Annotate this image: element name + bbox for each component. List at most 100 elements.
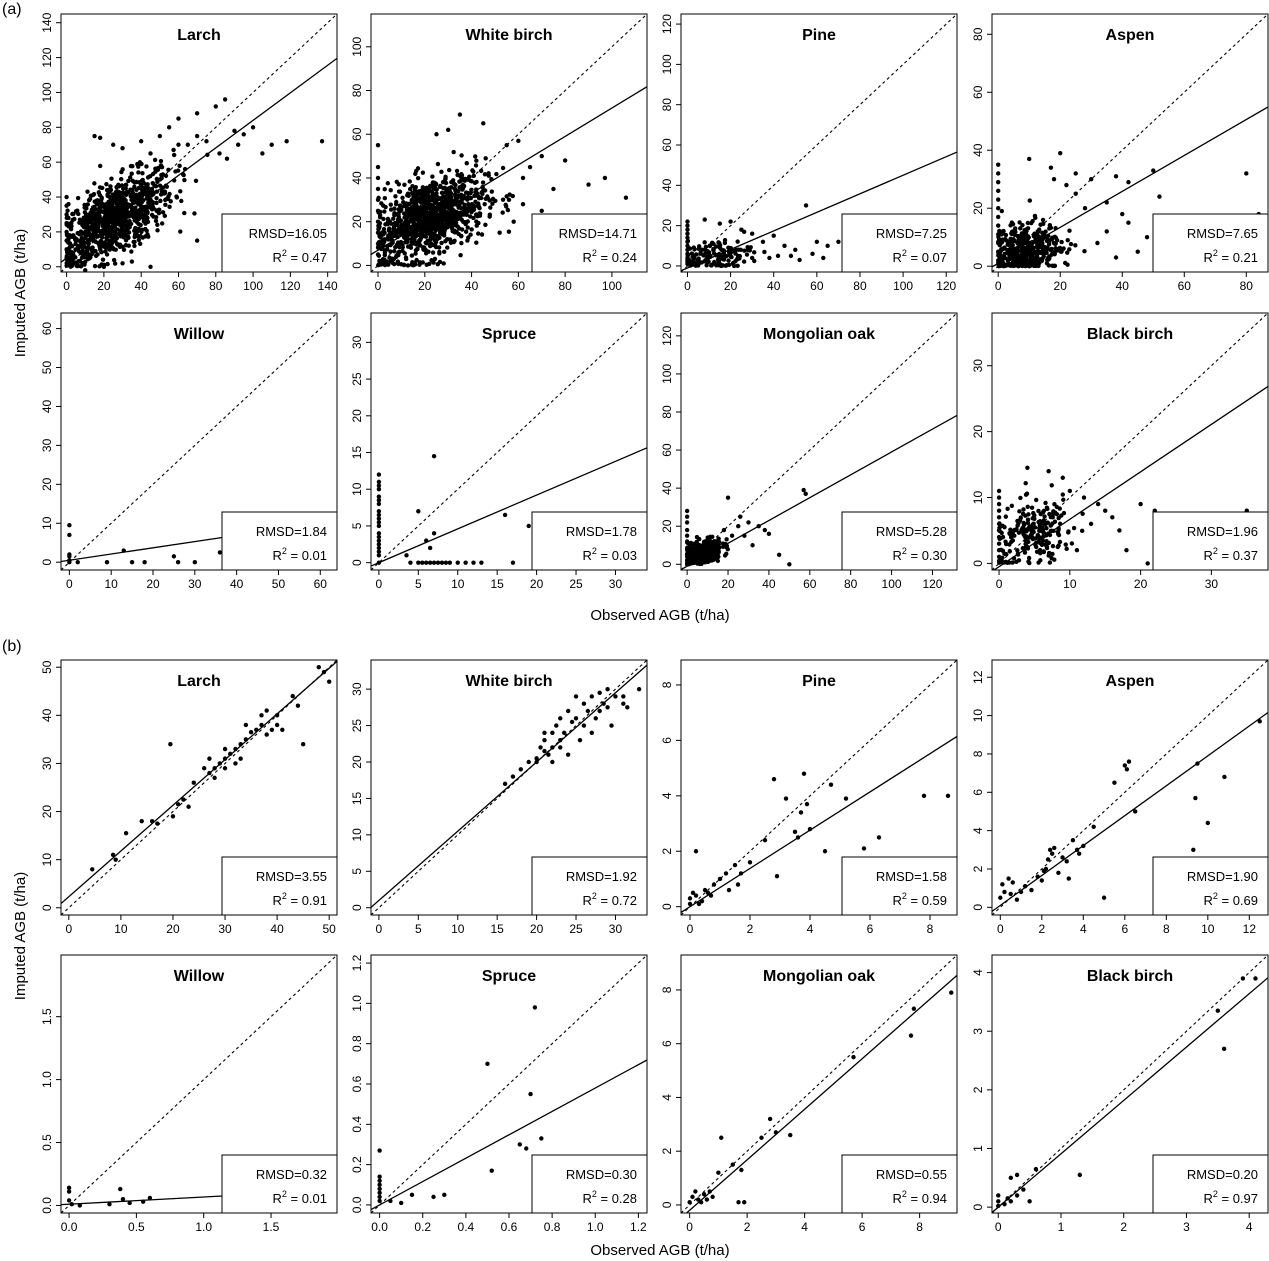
data-point xyxy=(825,243,830,248)
data-point xyxy=(395,217,401,222)
stats-box xyxy=(841,856,958,916)
data-point xyxy=(708,542,713,548)
data-point xyxy=(1040,217,1046,223)
data-point xyxy=(750,543,755,548)
data-point xyxy=(558,737,563,743)
y-tick-label: 120 xyxy=(40,47,54,67)
data-point xyxy=(502,781,508,787)
x-tick-label: 1 xyxy=(1058,1220,1065,1234)
data-point xyxy=(86,197,92,203)
data-point xyxy=(1037,240,1042,245)
data-point xyxy=(1020,222,1025,228)
data-point xyxy=(376,538,382,543)
data-point xyxy=(488,205,493,210)
rmsd-label: RMSD=5.28 xyxy=(876,524,947,539)
data-point xyxy=(194,238,200,243)
data-point xyxy=(269,142,274,147)
data-point xyxy=(405,233,410,239)
data-point xyxy=(1006,876,1011,881)
data-point xyxy=(807,826,813,832)
data-point xyxy=(97,163,103,169)
data-point xyxy=(376,549,382,554)
data-point xyxy=(793,247,798,253)
data-point xyxy=(112,261,118,266)
data-point xyxy=(1002,254,1007,260)
data-point xyxy=(728,249,733,254)
data-point xyxy=(1052,263,1057,269)
data-point xyxy=(473,154,478,159)
data-point xyxy=(459,227,465,232)
data-point xyxy=(67,554,72,559)
data-point xyxy=(1002,560,1007,565)
data-point xyxy=(717,221,723,226)
data-point xyxy=(202,766,207,771)
rmsd-label: RMSD=1.78 xyxy=(566,524,637,539)
data-point xyxy=(506,197,512,203)
rmsd-label: RMSD=0.20 xyxy=(1187,1167,1258,1182)
data-point xyxy=(110,852,116,858)
data-point xyxy=(714,555,719,561)
data-point xyxy=(1021,520,1026,526)
data-point xyxy=(135,214,140,220)
data-point xyxy=(996,197,1001,202)
data-point xyxy=(414,201,419,207)
y-tick-label: 0 xyxy=(40,263,54,270)
data-point xyxy=(998,249,1003,255)
data-point xyxy=(409,205,414,211)
data-point xyxy=(100,220,105,226)
data-point xyxy=(1029,505,1035,510)
data-point xyxy=(443,560,449,565)
plot-area xyxy=(681,660,957,915)
subplot-a-aspen: 0 20 40 60 80 0 20 40 60 80 RMSD=7.65 R2 = 0.21 Aspe… xyxy=(971,13,1269,293)
x-tick-label: 10 xyxy=(451,577,465,591)
data-point xyxy=(1205,820,1211,826)
data-point xyxy=(1061,246,1066,251)
data-point xyxy=(1064,859,1069,864)
data-point xyxy=(90,250,95,255)
data-point xyxy=(153,214,159,220)
data-point xyxy=(445,127,451,133)
r2-label: R2 = 0.28 xyxy=(582,1189,637,1206)
data-point xyxy=(851,1054,856,1060)
x-tick-label: 20 xyxy=(530,922,544,936)
data-point xyxy=(797,257,802,263)
data-point xyxy=(623,195,629,200)
data-point xyxy=(1000,263,1005,268)
data-point xyxy=(445,245,450,250)
x-tick-label: 0 xyxy=(684,577,691,591)
data-point xyxy=(127,175,133,180)
data-point xyxy=(427,183,433,189)
data-point xyxy=(792,829,798,835)
data-point xyxy=(393,194,398,199)
data-point xyxy=(1005,250,1010,256)
data-point xyxy=(1015,240,1020,246)
data-point xyxy=(747,860,753,865)
data-point xyxy=(1021,507,1026,512)
data-point xyxy=(376,487,382,492)
data-point xyxy=(569,719,575,725)
data-point xyxy=(1057,521,1063,526)
data-point xyxy=(155,228,160,233)
data-point xyxy=(376,545,382,551)
y-tick-label: 30 xyxy=(40,438,54,452)
data-point xyxy=(701,1191,707,1197)
data-point xyxy=(517,1142,522,1147)
data-point xyxy=(751,250,757,255)
data-point xyxy=(118,177,124,182)
data-point xyxy=(407,179,412,184)
data-point xyxy=(78,251,84,256)
data-point xyxy=(95,222,101,227)
x-tick-label: 60 xyxy=(512,279,526,293)
x-tick-label: 40 xyxy=(270,922,284,936)
data-point xyxy=(217,151,222,156)
y-tick-label: 6 xyxy=(660,737,674,744)
data-point xyxy=(1056,870,1061,876)
y-tick-label: 3 xyxy=(971,1028,985,1035)
data-point xyxy=(406,230,412,235)
data-point xyxy=(685,553,691,558)
data-point xyxy=(482,201,487,207)
data-point xyxy=(687,901,693,907)
data-point xyxy=(998,895,1003,900)
data-point xyxy=(1018,253,1023,259)
data-point xyxy=(1053,245,1058,251)
